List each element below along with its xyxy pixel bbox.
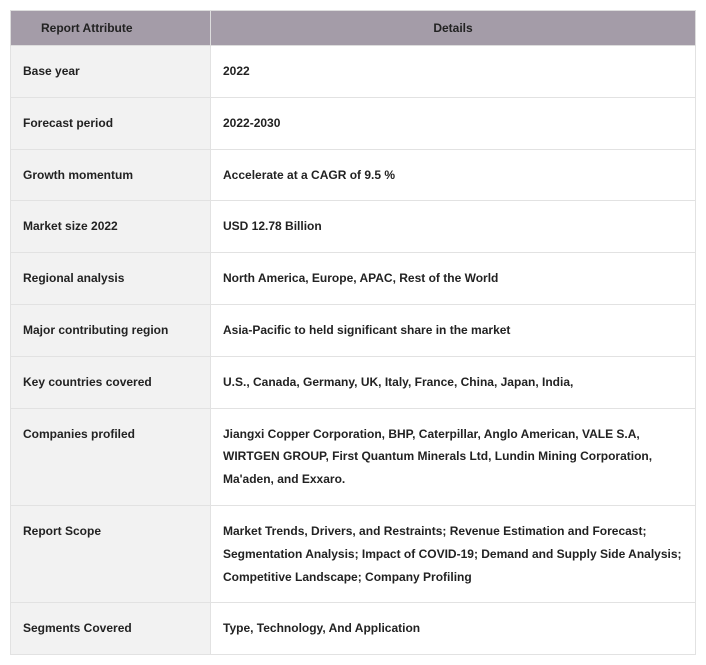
table-row: Report Scope Market Trends, Drivers, and… <box>11 505 696 602</box>
cell-details: Market Trends, Drivers, and Restraints; … <box>211 505 696 602</box>
cell-details: Type, Technology, And Application <box>211 603 696 655</box>
table-row: Companies profiled Jiangxi Copper Corpor… <box>11 408 696 505</box>
header-details: Details <box>211 11 696 46</box>
table-row: Major contributing region Asia-Pacific t… <box>11 304 696 356</box>
table-row: Forecast period 2022-2030 <box>11 97 696 149</box>
table-row: Base year 2022 <box>11 46 696 98</box>
cell-attribute: Regional analysis <box>11 253 211 305</box>
cell-details: North America, Europe, APAC, Rest of the… <box>211 253 696 305</box>
cell-attribute: Growth momentum <box>11 149 211 201</box>
table-row: Segments Covered Type, Technology, And A… <box>11 603 696 655</box>
table-body: Base year 2022 Forecast period 2022-2030… <box>11 46 696 655</box>
cell-attribute: Segments Covered <box>11 603 211 655</box>
cell-details: Jiangxi Copper Corporation, BHP, Caterpi… <box>211 408 696 505</box>
table-row: Market size 2022 USD 12.78 Billion <box>11 201 696 253</box>
cell-details: 2022 <box>211 46 696 98</box>
cell-details: 2022-2030 <box>211 97 696 149</box>
cell-details: Accelerate at a CAGR of 9.5 % <box>211 149 696 201</box>
cell-attribute: Companies profiled <box>11 408 211 505</box>
table-row: Growth momentum Accelerate at a CAGR of … <box>11 149 696 201</box>
cell-attribute: Major contributing region <box>11 304 211 356</box>
cell-details: USD 12.78 Billion <box>211 201 696 253</box>
header-attribute: Report Attribute <box>11 11 211 46</box>
table-row: Regional analysis North America, Europe,… <box>11 253 696 305</box>
cell-attribute: Base year <box>11 46 211 98</box>
cell-attribute: Report Scope <box>11 505 211 602</box>
cell-attribute: Key countries covered <box>11 356 211 408</box>
cell-attribute: Forecast period <box>11 97 211 149</box>
table-header-row: Report Attribute Details <box>11 11 696 46</box>
cell-details: U.S., Canada, Germany, UK, Italy, France… <box>211 356 696 408</box>
table-row: Key countries covered U.S., Canada, Germ… <box>11 356 696 408</box>
report-attributes-table: Report Attribute Details Base year 2022 … <box>10 10 696 655</box>
cell-details: Asia-Pacific to held significant share i… <box>211 304 696 356</box>
cell-attribute: Market size 2022 <box>11 201 211 253</box>
